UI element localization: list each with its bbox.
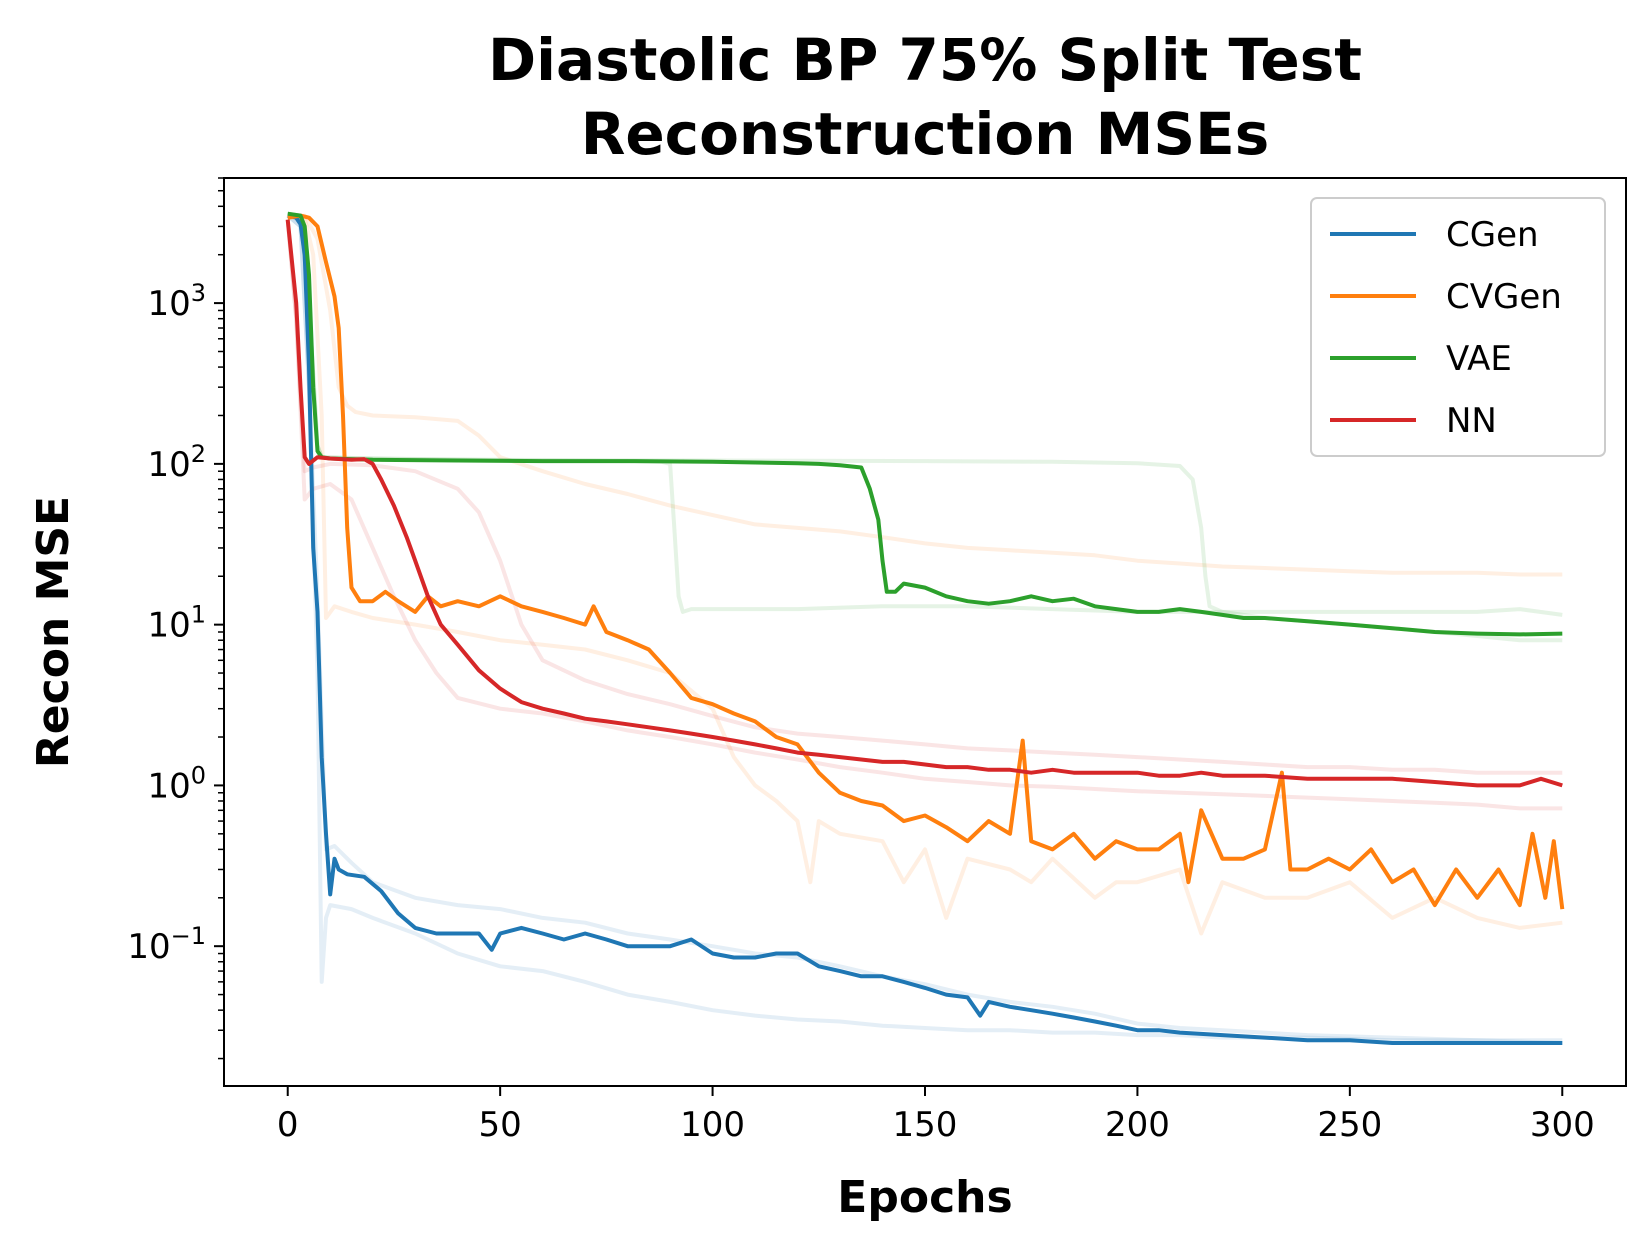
series-nn-faint-run-1 [285,219,1563,775]
x-tick-label: 150 [893,1105,958,1145]
series-nn-line [285,219,1563,788]
y-tick-label: 103 [147,279,206,324]
x-tick-label: 100 [680,1105,745,1145]
x-tick-label: 300 [1530,1105,1595,1145]
series-cvgen-faint-run-2 [287,215,1563,936]
chart-title-line-1: Diastolic BP 75% Split Test [488,26,1362,94]
x-axis-label: Epochs [837,1172,1012,1223]
x-tick-label: 0 [277,1105,299,1145]
legend-label-vae: VAE [1446,339,1512,379]
y-axis-label: Recon MSE [28,496,79,768]
y-axis: 10−1 100 101 102 103 [127,177,224,1060]
x-tick-label: 200 [1105,1105,1170,1145]
x-tick-label: 50 [479,1105,522,1145]
legend-label-nn: NN [1446,401,1497,441]
y-tick-label: 101 [147,601,206,646]
y-tick-label: 100 [147,761,206,806]
series-cvgen-line [287,213,1565,910]
series-layer [285,211,1565,1045]
y-tick-label: 102 [147,440,206,485]
series-cgen-faint-run-1 [286,214,1563,1045]
legend: CGen CVGen VAE NN [1310,197,1606,457]
series-cgen-line [287,213,1563,1045]
x-axis: 0 50 100 150 200 250 300 [277,1086,1595,1145]
series-cgen-faint-run-2 [286,214,1563,1043]
chart-title-line-2: Reconstruction MSEs [581,100,1270,168]
legend-label-cgen: CGen [1446,215,1539,255]
legend-label-cvgen: CVGen [1446,277,1562,317]
y-tick-label: 10−1 [127,922,206,967]
x-tick-label: 250 [1317,1105,1382,1145]
legend-box [1310,197,1606,457]
series-cvgen-faint-run-1 [287,213,1563,577]
series-nn-faint-run-2 [285,219,1563,811]
